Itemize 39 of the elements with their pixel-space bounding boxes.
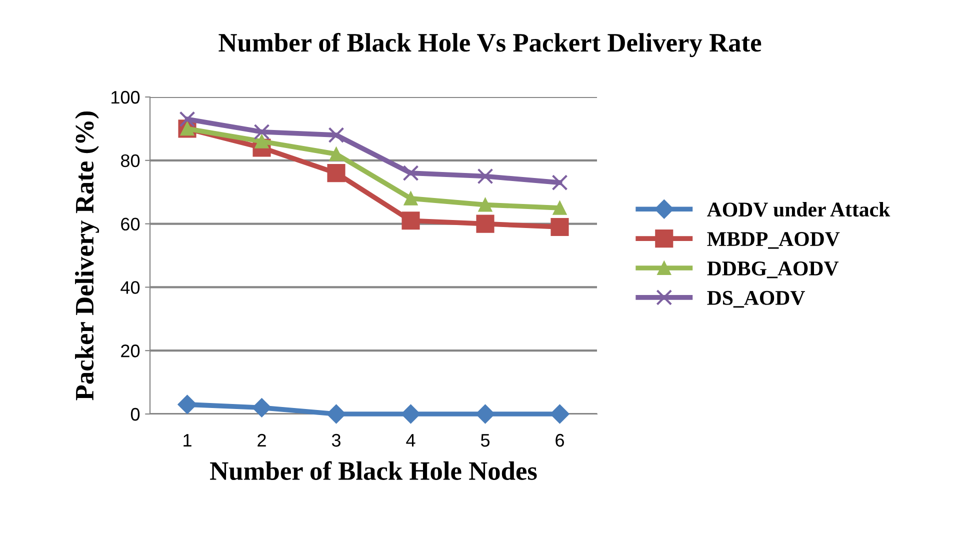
y-tick-label: 80 (120, 154, 140, 168)
legend-label: AODV under Attack (707, 202, 890, 217)
point (328, 127, 344, 144)
point (477, 168, 494, 184)
point (552, 201, 567, 215)
chart-title: Number of Black Hole Vs Packert Delivery Rate (218, 32, 762, 58)
x-tick-label: 6 (556, 434, 564, 447)
point (329, 147, 344, 162)
y-tick-label: 60 (121, 218, 140, 231)
legend-label: DS_AODV (707, 290, 806, 308)
x-tick-label: 5 (480, 434, 490, 447)
point (404, 191, 418, 206)
point (326, 404, 346, 424)
point (401, 404, 420, 424)
x-axis-title: Number of Black Hole Nodes (210, 461, 537, 480)
x-tick-label: 1 (184, 434, 192, 447)
x-tick-label: 3 (332, 434, 340, 447)
y-tick-label: 20 (121, 344, 140, 358)
legend-label: DDBG_AODV (707, 261, 839, 278)
point (178, 394, 197, 414)
y-tick-label: 40 (120, 281, 140, 294)
point (552, 174, 568, 191)
point (179, 111, 196, 128)
y-tick-label: 100 (112, 90, 140, 104)
point (327, 164, 346, 182)
x-tick-label: 4 (406, 434, 416, 447)
y-axis-title: Packer Delivery Rate (%) (75, 111, 100, 400)
point (476, 214, 494, 233)
point (402, 212, 420, 230)
point (476, 404, 495, 424)
x-tick-label: 2 (258, 434, 266, 447)
point (254, 124, 270, 140)
point (550, 218, 569, 236)
point (402, 165, 419, 182)
legend-label: MBDP_AODV (707, 232, 840, 249)
point (252, 398, 272, 418)
point (478, 198, 492, 212)
y-tick-label: 0 (130, 408, 140, 421)
point (550, 404, 570, 424)
